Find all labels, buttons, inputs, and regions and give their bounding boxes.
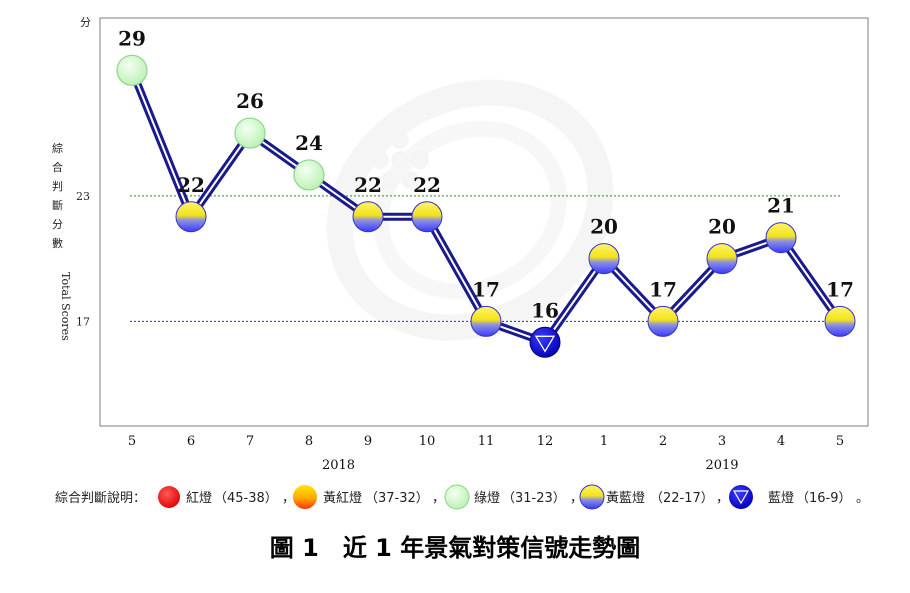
x-tick-label: 5 xyxy=(128,434,136,449)
year-label: 2018 xyxy=(322,458,355,473)
yellow-blue-signal-marker xyxy=(824,305,856,337)
blue-signal-icon xyxy=(729,485,753,509)
x-tick-label: 10 xyxy=(419,434,436,449)
year-label: 2019 xyxy=(705,458,738,473)
yellow-blue-signal-marker xyxy=(588,243,620,275)
yellow-blue-signal-marker xyxy=(765,222,797,254)
yellow-red-signal-icon xyxy=(293,485,317,509)
blue-signal-triangle-icon xyxy=(534,335,556,353)
x-tick-label: 8 xyxy=(305,434,313,449)
data-label: 29 xyxy=(118,26,146,50)
legend-item-yellow-red-range: （37-32） xyxy=(365,491,429,506)
legend: 綜合判斷說明： 紅燈 （45-38） ， 黃紅燈 （37-32） ， 綠燈 （3… xyxy=(55,484,869,510)
y-label-char: 數 xyxy=(52,237,63,250)
yellow-blue-signal-marker xyxy=(352,201,384,233)
yellow-blue-signal-marker xyxy=(411,201,443,233)
data-label: 24 xyxy=(295,131,323,155)
x-tick-label: 1 xyxy=(600,434,608,449)
x-tick-label: 5 xyxy=(836,434,844,449)
data-label: 22 xyxy=(354,173,382,197)
green-signal-marker xyxy=(293,159,325,191)
data-label: 20 xyxy=(590,215,618,239)
legend-item-green-range: （31-23） xyxy=(502,491,566,506)
x-tick-label: 6 xyxy=(187,434,195,449)
x-tick-label: 3 xyxy=(718,434,726,449)
data-label: 17 xyxy=(472,277,500,301)
legend-item-yellow-red-name: 黃紅燈 xyxy=(323,491,362,506)
x-tick-label: 11 xyxy=(478,434,495,449)
legend-separator: ， xyxy=(432,491,445,506)
data-label: 20 xyxy=(708,215,736,239)
legend-item-yellow-blue-range: （22-17） xyxy=(650,491,714,506)
legend-item-blue-name: 藍燈 xyxy=(768,491,794,506)
legend-separator: ， xyxy=(282,491,295,506)
data-label: 17 xyxy=(826,277,854,301)
data-labels: 29 22 26 24 22 22 17 16 20 17 20 21 17 xyxy=(118,26,854,322)
y-unit-label: 分 xyxy=(80,16,91,29)
legend-item-green-name: 綠燈 xyxy=(474,491,500,506)
plot-area xyxy=(99,17,869,427)
watermark-logo xyxy=(326,79,614,341)
signal-markers xyxy=(116,54,856,358)
chart-title: 圖 1 近 1 年景氣對策信號走勢圖 xyxy=(269,534,641,562)
legend-item-blue-range: （16-9） xyxy=(796,491,852,506)
x-tick-label: 12 xyxy=(537,434,554,449)
y-tick-label: 23 xyxy=(76,190,90,203)
x-tick-label: 4 xyxy=(777,434,785,449)
data-label: 26 xyxy=(236,89,264,113)
data-label: 16 xyxy=(531,298,559,322)
blue-signal-triangle-icon xyxy=(732,490,750,505)
green-signal-icon xyxy=(444,484,470,510)
year-labels: 2018 2019 xyxy=(322,458,739,473)
y-label-char: 合 xyxy=(52,160,63,174)
y-axis-label-en: Total Scores xyxy=(59,272,72,341)
x-axis-ticks: 5 6 7 8 9 10 11 12 1 2 3 4 5 xyxy=(128,434,844,449)
legend-item-red-range: （45-38） xyxy=(214,491,278,506)
yellow-blue-signal-marker xyxy=(706,243,738,275)
yellow-blue-signal-icon xyxy=(579,484,605,510)
data-label: 21 xyxy=(767,194,795,218)
y-tick-label: 17 xyxy=(76,315,90,328)
red-signal-icon xyxy=(158,486,180,508)
x-tick-label: 9 xyxy=(364,434,372,449)
legend-prefix: 綜合判斷說明： xyxy=(55,490,146,506)
legend-separator: ， xyxy=(716,491,729,506)
y-label-char: 判 xyxy=(52,180,63,193)
green-signal-marker xyxy=(234,117,266,149)
x-tick-label: 2 xyxy=(659,434,667,449)
y-label-char: 斷 xyxy=(52,199,63,212)
y-axis-ticks: 23 17 xyxy=(76,190,90,329)
x-tick-label: 7 xyxy=(246,434,254,449)
yellow-blue-signal-marker xyxy=(470,305,502,337)
data-label: 22 xyxy=(177,173,205,197)
legend-item-red-name: 紅燈 xyxy=(186,491,212,506)
y-label-char: 綜 xyxy=(52,141,63,155)
data-label: 17 xyxy=(649,277,677,301)
legend-item-yellow-blue-name: 黃藍燈 xyxy=(606,491,645,506)
data-label: 22 xyxy=(413,173,441,197)
legend-end: 。 xyxy=(856,491,869,506)
blue-signal-marker xyxy=(529,326,561,358)
green-signal-marker xyxy=(116,54,148,86)
yellow-blue-signal-marker xyxy=(175,201,207,233)
y-label-char: 分 xyxy=(52,218,63,231)
yellow-blue-signal-marker xyxy=(647,305,679,337)
